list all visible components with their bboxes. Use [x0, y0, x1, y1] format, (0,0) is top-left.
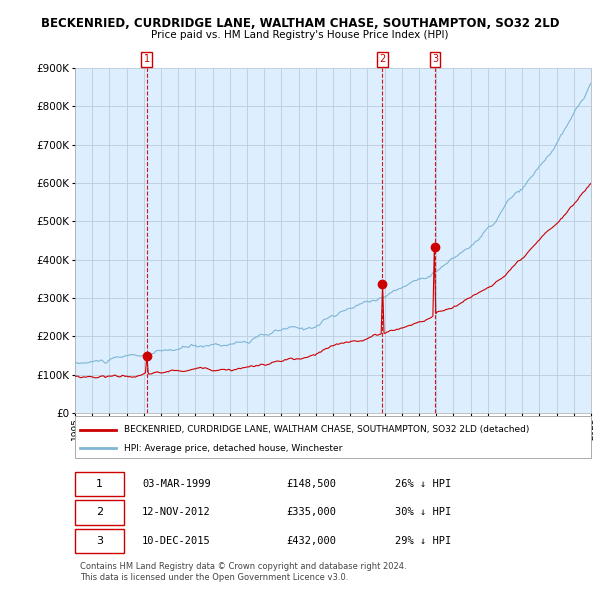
- Text: BECKENRIED, CURDRIDGE LANE, WALTHAM CHASE, SOUTHAMPTON, SO32 2LD (detached): BECKENRIED, CURDRIDGE LANE, WALTHAM CHAS…: [124, 425, 529, 434]
- Text: 1: 1: [143, 54, 150, 64]
- Text: This data is licensed under the Open Government Licence v3.0.: This data is licensed under the Open Gov…: [80, 573, 349, 582]
- Text: £335,000: £335,000: [287, 507, 337, 517]
- Text: Price paid vs. HM Land Registry's House Price Index (HPI): Price paid vs. HM Land Registry's House …: [151, 30, 449, 40]
- Text: 2: 2: [379, 54, 385, 64]
- Text: 3: 3: [432, 54, 438, 64]
- Text: 29% ↓ HPI: 29% ↓ HPI: [395, 536, 451, 546]
- Text: 1: 1: [96, 478, 103, 489]
- Text: 12-NOV-2012: 12-NOV-2012: [142, 507, 211, 517]
- Text: 10-DEC-2015: 10-DEC-2015: [142, 536, 211, 546]
- Text: 26% ↓ HPI: 26% ↓ HPI: [395, 478, 451, 489]
- Text: BECKENRIED, CURDRIDGE LANE, WALTHAM CHASE, SOUTHAMPTON, SO32 2LD: BECKENRIED, CURDRIDGE LANE, WALTHAM CHAS…: [41, 17, 559, 30]
- Text: HPI: Average price, detached house, Winchester: HPI: Average price, detached house, Winc…: [124, 444, 343, 453]
- Text: £148,500: £148,500: [287, 478, 337, 489]
- FancyBboxPatch shape: [75, 529, 124, 553]
- Text: 03-MAR-1999: 03-MAR-1999: [142, 478, 211, 489]
- Text: 30% ↓ HPI: 30% ↓ HPI: [395, 507, 451, 517]
- FancyBboxPatch shape: [75, 416, 591, 458]
- Text: 3: 3: [96, 536, 103, 546]
- Text: 2: 2: [96, 507, 103, 517]
- Text: Contains HM Land Registry data © Crown copyright and database right 2024.: Contains HM Land Registry data © Crown c…: [80, 562, 407, 571]
- FancyBboxPatch shape: [75, 500, 124, 525]
- FancyBboxPatch shape: [75, 472, 124, 496]
- Text: £432,000: £432,000: [287, 536, 337, 546]
